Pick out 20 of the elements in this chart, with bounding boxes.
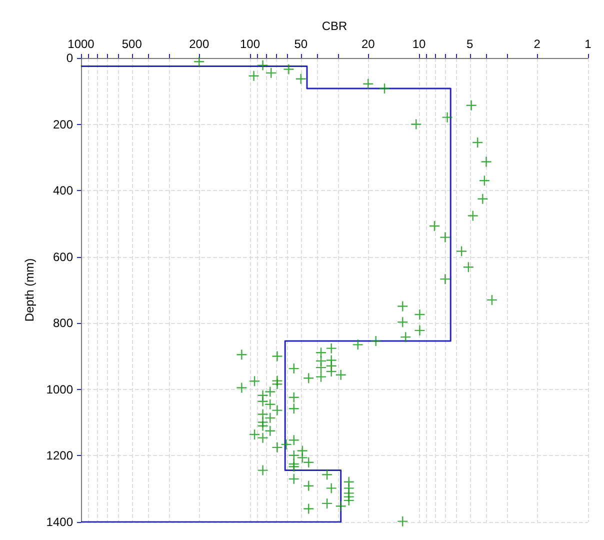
y-tick-label: 600 <box>52 250 74 264</box>
x-tick-label: 20 <box>361 37 376 51</box>
y-axis-title: Depth (mm) <box>22 258 36 322</box>
y-tick-label: 1000 <box>46 382 74 396</box>
y-tick-label: 400 <box>52 184 74 198</box>
y-tick-label: 1200 <box>46 448 74 463</box>
y-tick-label: 1400 <box>46 515 74 529</box>
x-tick-label: 10 <box>412 37 426 51</box>
y-tick-label: 0 <box>66 51 74 65</box>
x-tick-label: 2 <box>534 37 541 51</box>
x-tick-label: 200 <box>189 37 210 51</box>
x-tick-label: 1 <box>584 37 592 51</box>
x-tick-label: 50 <box>294 37 308 51</box>
x-tick-label: 5 <box>466 37 474 51</box>
x-tick-label: 500 <box>122 37 142 51</box>
x-axis-title: CBR <box>322 19 348 33</box>
x-tick-label: 1000 <box>68 37 95 51</box>
y-tick-label: 200 <box>52 117 74 132</box>
y-tick-label: 800 <box>52 316 74 330</box>
x-tick-label: 100 <box>240 37 260 51</box>
